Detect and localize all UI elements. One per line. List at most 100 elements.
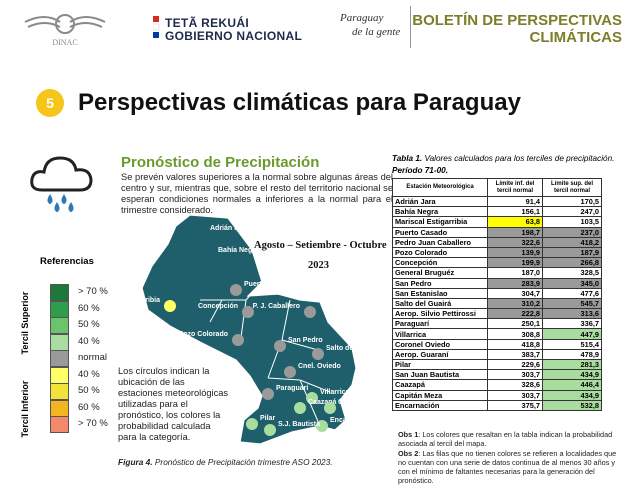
- station-label: Pilar: [260, 415, 275, 422]
- station-label: Encarnación: [330, 417, 372, 424]
- bulletin-title: CLIMÁTICAS: [529, 29, 623, 46]
- table-cell: Aerop. Silvio Pettirossi: [392, 308, 488, 320]
- table-cell: 250,1: [487, 318, 543, 330]
- table-period: Período 71-00.: [392, 166, 448, 175]
- station-marker: [304, 306, 316, 318]
- station-label: S.J. Bautista: [278, 421, 320, 428]
- table-row: Coronel Oviedo 418,8 515,4: [392, 338, 602, 350]
- caption-text: Valores calculados para los terciles de …: [424, 154, 615, 163]
- table-cell: 199,9: [487, 257, 543, 269]
- legend-title: Referencias: [40, 256, 94, 267]
- legend-swatch: [50, 284, 69, 301]
- table-cell: 336,7: [542, 318, 602, 330]
- legend-label: 60 %: [78, 302, 100, 314]
- section-title: Perspectivas climáticas para Paraguay: [78, 89, 521, 116]
- station-label: P. J. Caballero: [253, 303, 300, 310]
- table-row: Mariscal Estigarribia 63,8 103,5: [392, 216, 602, 228]
- table-cell: 532,8: [542, 399, 602, 411]
- circles-note: Los círculos indican la ubicación de las…: [118, 366, 229, 442]
- table-row: Concepción 199,9 266,8: [392, 257, 602, 269]
- table-cell: Mariscal Estigarribia: [392, 216, 488, 228]
- table-row: Paraguarí 250,1 336,7: [392, 318, 602, 330]
- note-text: : Los colores que resaltan en la tabla i…: [398, 430, 613, 448]
- table-cell: 545,7: [542, 297, 602, 310]
- table-cell: 198,7: [487, 226, 543, 238]
- table-cell: Caazapá: [392, 379, 488, 391]
- table-row: San Estanislao 304,7 477,6: [392, 287, 602, 299]
- table-row: San Pedro 283,9 345,0: [392, 277, 602, 289]
- table-row: Capitán Meza 303,7 434,9: [392, 389, 602, 401]
- table-cell: 283,9: [487, 277, 543, 289]
- logo-text: DINAC: [52, 38, 77, 47]
- legend-label: 50 %: [78, 319, 100, 330]
- station-marker: [230, 284, 242, 296]
- table-row: Pilar 229,6 281,3: [392, 358, 602, 371]
- table-row: Puerto Casado 198,7 237,0: [392, 226, 602, 238]
- table-row: San Juan Bautista 303,7 434,9: [392, 369, 602, 381]
- table-header: Estación Meteorológica: [392, 178, 488, 197]
- legend-swatch: [50, 383, 69, 400]
- table-cell: 303,7: [487, 369, 543, 381]
- table-cell: 434,9: [542, 369, 602, 381]
- station-label: Mcal. Estigarribia: [102, 297, 160, 304]
- table-cell: Adrián Jara: [392, 195, 488, 208]
- station-label: San Pedro: [288, 337, 323, 344]
- table-row: Bahía Negra 156,1 247,0: [392, 206, 602, 218]
- station-label: Cnel. Oviedo: [298, 363, 341, 370]
- table-cell: 478,9: [542, 348, 602, 361]
- caption-text: Pronóstico de Precipitación trimestre AS…: [154, 457, 333, 467]
- table-cell: San Pedro: [392, 277, 488, 289]
- forecast-text: Se prevén valores superiores a la normal…: [121, 172, 393, 215]
- table-cell: 446,4: [542, 379, 602, 391]
- table-cell: Aerop. Guaraní: [392, 348, 488, 361]
- table-cell: Villarrica: [392, 328, 488, 340]
- legend-swatch: [50, 333, 69, 351]
- table-cell: Pozo Colorado: [392, 246, 488, 259]
- legend-label: 40 %: [78, 368, 100, 380]
- note: Obs 2: Las filas que no tienen colores s…: [398, 449, 620, 485]
- gov-line: TETÃ REKUÁI: [165, 16, 249, 30]
- note: Obs 1: Los colores que resaltan en la ta…: [398, 430, 618, 448]
- table-cell: 308,8: [487, 328, 543, 340]
- table-row: Salto del Guairá 310,2 545,7: [392, 297, 602, 310]
- station-label: Salto del Guairá: [326, 345, 379, 352]
- table-row: Aerop. Silvio Pettirossi 222,8 313,6: [392, 308, 602, 320]
- table-cell: San Juan Bautista: [392, 369, 488, 381]
- table-cell: 303,7: [487, 389, 543, 401]
- divider: [410, 6, 411, 48]
- table-cell: San Estanislao: [392, 287, 488, 299]
- legend-group: Tercil Superior: [20, 291, 30, 355]
- table-cell: Puerto Casado: [392, 226, 488, 238]
- table-header: Límite inf. del tercil normal: [487, 178, 543, 197]
- table-header-row: Estación Meteorológica Límite inf. del te…: [392, 178, 602, 197]
- table-cell: 310,2: [487, 297, 543, 310]
- station-label: Paraguarí: [276, 385, 309, 392]
- figure-caption: Figura 4. Pronóstico de Precipitación tr…: [118, 457, 333, 467]
- table-cell: Coronel Oviedo: [392, 338, 488, 350]
- brand-line: de la gente: [352, 26, 401, 38]
- table-cell: 515,4: [542, 338, 602, 350]
- table-cell: 187,0: [487, 267, 543, 279]
- table-cell: 103,5: [542, 216, 602, 228]
- legend-label: > 70 %: [78, 418, 108, 429]
- table-cell: 345,0: [542, 277, 602, 289]
- table-cell: 418,2: [542, 236, 602, 248]
- table-cell: 139,9: [487, 246, 543, 259]
- station-label: Capitán Meza: [338, 399, 383, 406]
- legend-label: > 70 %: [78, 286, 108, 297]
- table-cell: 91,4: [487, 195, 543, 208]
- forecast-year: 2023: [308, 260, 329, 271]
- table-cell: 477,6: [542, 287, 602, 299]
- table-caption: Tabla 1. Valores calculados para los ter…: [392, 154, 617, 164]
- caption-label: Tabla 1.: [392, 154, 423, 163]
- table-cell: Paraguarí: [392, 318, 488, 330]
- table-cell: Capitán Meza: [392, 389, 488, 401]
- legend-swatch: [50, 350, 69, 367]
- table-cell: 418,8: [487, 338, 543, 350]
- station-marker: [246, 418, 258, 430]
- brand-line: Paraguay: [340, 12, 384, 24]
- station-marker: [294, 402, 306, 414]
- table-cell: 222,8: [487, 308, 543, 320]
